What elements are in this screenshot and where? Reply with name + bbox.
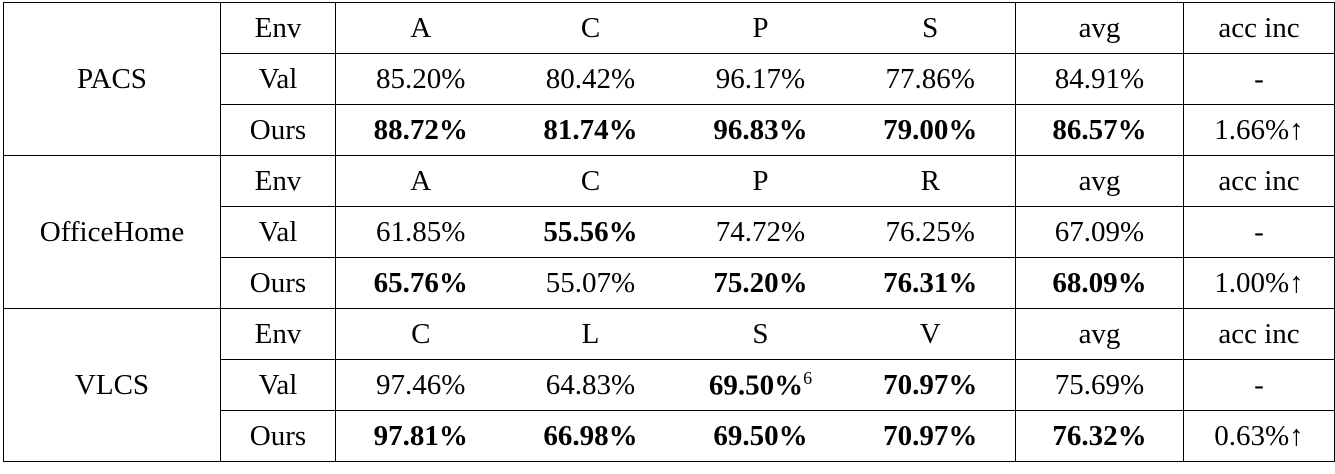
table-cell: 80.42% — [505, 53, 676, 105]
footnote-mark: 6 — [803, 367, 813, 388]
table-cell: C — [505, 2, 676, 54]
table-cell: 66.98% — [505, 410, 676, 462]
table-cell: 74.72% — [675, 206, 846, 258]
table-cell: Ours — [220, 410, 336, 462]
table-cell: Val — [220, 206, 336, 258]
table-cell: 55.07% — [505, 257, 676, 309]
table-cell: 70.97% — [845, 359, 1016, 411]
table-cell: A — [335, 155, 506, 207]
table-cell: 85.20% — [335, 53, 506, 105]
table-cell: 67.09% — [1015, 206, 1184, 258]
table-row: Val 61.85% 55.56% 74.72% 76.25% 67.09% - — [4, 206, 1335, 258]
table-cell: acc inc — [1183, 2, 1335, 54]
table-cell: 55.56% — [505, 206, 676, 258]
table-cell: - — [1183, 206, 1335, 258]
table-cell: Ours — [220, 104, 336, 156]
table-cell: S — [675, 308, 846, 360]
table-cell: C — [505, 155, 676, 207]
table-cell: avg — [1015, 155, 1184, 207]
table-cell: avg — [1015, 308, 1184, 360]
table-cell: P — [675, 2, 846, 54]
table-cell: acc inc — [1183, 155, 1335, 207]
table-cell: avg — [1015, 2, 1184, 54]
table-cell: 1.00%↑ — [1183, 257, 1335, 309]
table-cell: Val — [220, 359, 336, 411]
table-row: Ours 65.76% 55.07% 75.20% 76.31% 68.09% 1.00%↑ — [4, 257, 1335, 309]
table-cell: 96.83% — [675, 104, 846, 156]
table-cell: 88.72% — [335, 104, 506, 156]
table-cell: 86.57% — [1015, 104, 1184, 156]
table-cell: C — [335, 308, 506, 360]
table-cell: L — [505, 308, 676, 360]
table-row: Ours 97.81% 66.98% 69.50% 70.97% 76.32% 0.63%↑ — [4, 410, 1335, 462]
table-cell: S — [845, 2, 1016, 54]
table-cell: 76.32% — [1015, 410, 1184, 462]
table-cell: 70.97% — [845, 410, 1016, 462]
dataset-cell: OfficeHome — [3, 155, 221, 309]
table-cell: 1.66%↑ — [1183, 104, 1335, 156]
table-cell: 97.46% — [335, 359, 506, 411]
table-cell: 96.17% — [675, 53, 846, 105]
table-cell: 64.83% — [505, 359, 676, 411]
table-cell: Val — [220, 53, 336, 105]
table-cell: 68.09% — [1015, 257, 1184, 309]
table-cell: 84.91% — [1015, 53, 1184, 105]
dataset-cell: VLCS — [3, 308, 221, 462]
table-cell: 79.00% — [845, 104, 1016, 156]
table-cell: P — [675, 155, 846, 207]
table-row: Ours 88.72% 81.74% 96.83% 79.00% 86.57% 1.66%↑ — [4, 104, 1335, 156]
table-cell: 77.86% — [845, 53, 1016, 105]
table-cell: - — [1183, 53, 1335, 105]
table-cell: Env — [220, 155, 336, 207]
table-cell: 76.31% — [845, 257, 1016, 309]
table-cell: 69.50%6 — [675, 359, 846, 411]
table-cell: 61.85% — [335, 206, 506, 258]
table-cell: 0.63%↑ — [1183, 410, 1335, 462]
table-cell: V — [845, 308, 1016, 360]
dataset-cell: PACS — [3, 2, 221, 156]
table-cell: Ours — [220, 257, 336, 309]
table-cell: 65.76% — [335, 257, 506, 309]
table-cell: Env — [220, 2, 336, 54]
table-cell: 81.74% — [505, 104, 676, 156]
table-cell: 69.50% — [675, 410, 846, 462]
table-cell: 75.69% — [1015, 359, 1184, 411]
table-cell: Env — [220, 308, 336, 360]
table-cell: R — [845, 155, 1016, 207]
table-cell: acc inc — [1183, 308, 1335, 360]
table-cell: 75.20% — [675, 257, 846, 309]
table-cell: - — [1183, 359, 1335, 411]
table-cell: A — [335, 2, 506, 54]
table-cell: 97.81% — [335, 410, 506, 462]
table-cell: 76.25% — [845, 206, 1016, 258]
table-row: Val 85.20% 80.42% 96.17% 77.86% 84.91% - — [4, 53, 1335, 105]
